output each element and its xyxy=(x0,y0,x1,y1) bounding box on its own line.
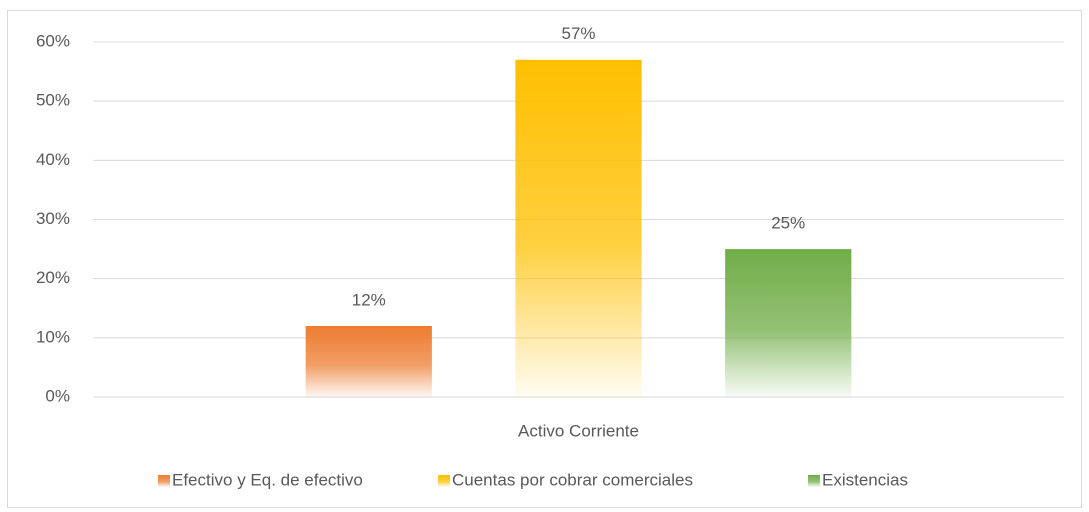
bar xyxy=(725,249,852,397)
y-tick-label: 10% xyxy=(36,327,70,346)
y-tick-label: 40% xyxy=(36,150,70,169)
data-label: 12% xyxy=(352,290,386,309)
y-tick-label: 50% xyxy=(36,91,70,110)
x-tick-label: Activo Corriente xyxy=(518,421,639,440)
y-tick-label: 20% xyxy=(36,268,70,287)
data-label: 57% xyxy=(561,24,595,43)
y-tick-label: 0% xyxy=(45,386,70,405)
legend-marker xyxy=(158,475,170,487)
legend-marker xyxy=(438,475,450,487)
legend-marker xyxy=(808,475,820,487)
legend-label: Cuentas por cobrar comerciales xyxy=(452,470,693,489)
legend-label: Existencias xyxy=(822,470,908,489)
bar xyxy=(305,326,432,397)
y-tick-label: 60% xyxy=(36,31,70,50)
y-tick-label: 30% xyxy=(36,209,70,228)
bar xyxy=(515,59,642,397)
legend-label: Efectivo y Eq. de efectivo xyxy=(172,470,363,489)
data-label: 25% xyxy=(771,214,805,233)
